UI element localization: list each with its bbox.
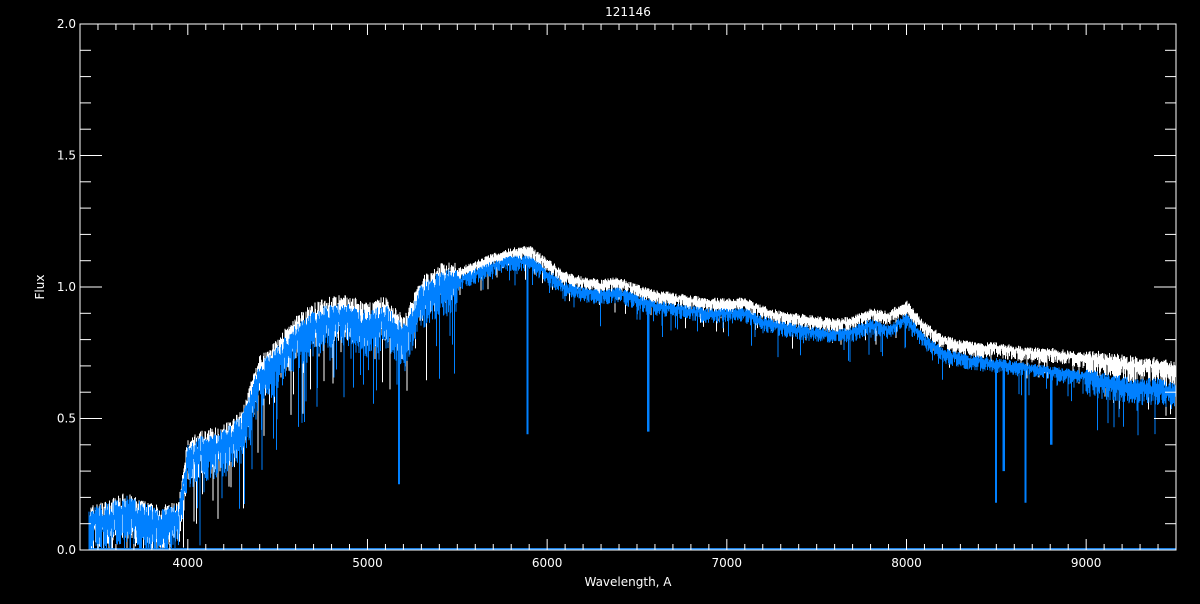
- x-tick-label: 4000: [173, 556, 204, 570]
- x-axis-label: Wavelength, A: [584, 575, 672, 589]
- y-tick-label: 0.0: [57, 543, 76, 557]
- series-layer: [88, 246, 1177, 550]
- y-tick-label: 0.5: [57, 412, 76, 426]
- spectrum-series-2: [88, 255, 1177, 550]
- x-tick-label: 6000: [532, 556, 563, 570]
- axes-layer: 4000 5000 6000 7000 8000 9000 0.0 0.5 1.0 1.5 2.0: [57, 17, 1177, 570]
- y-tick-label: 1.0: [57, 280, 76, 294]
- x-tick-label: 9000: [1071, 556, 1102, 570]
- x-tick-label: 8000: [891, 556, 922, 570]
- x-tick-label: 5000: [352, 556, 383, 570]
- y-tick-label: 1.5: [57, 149, 76, 163]
- chart-title: 121146: [605, 5, 651, 19]
- x-tick-label: 7000: [712, 556, 743, 570]
- y-tick-label: 2.0: [57, 17, 76, 31]
- y-axis-label: Flux: [33, 275, 47, 300]
